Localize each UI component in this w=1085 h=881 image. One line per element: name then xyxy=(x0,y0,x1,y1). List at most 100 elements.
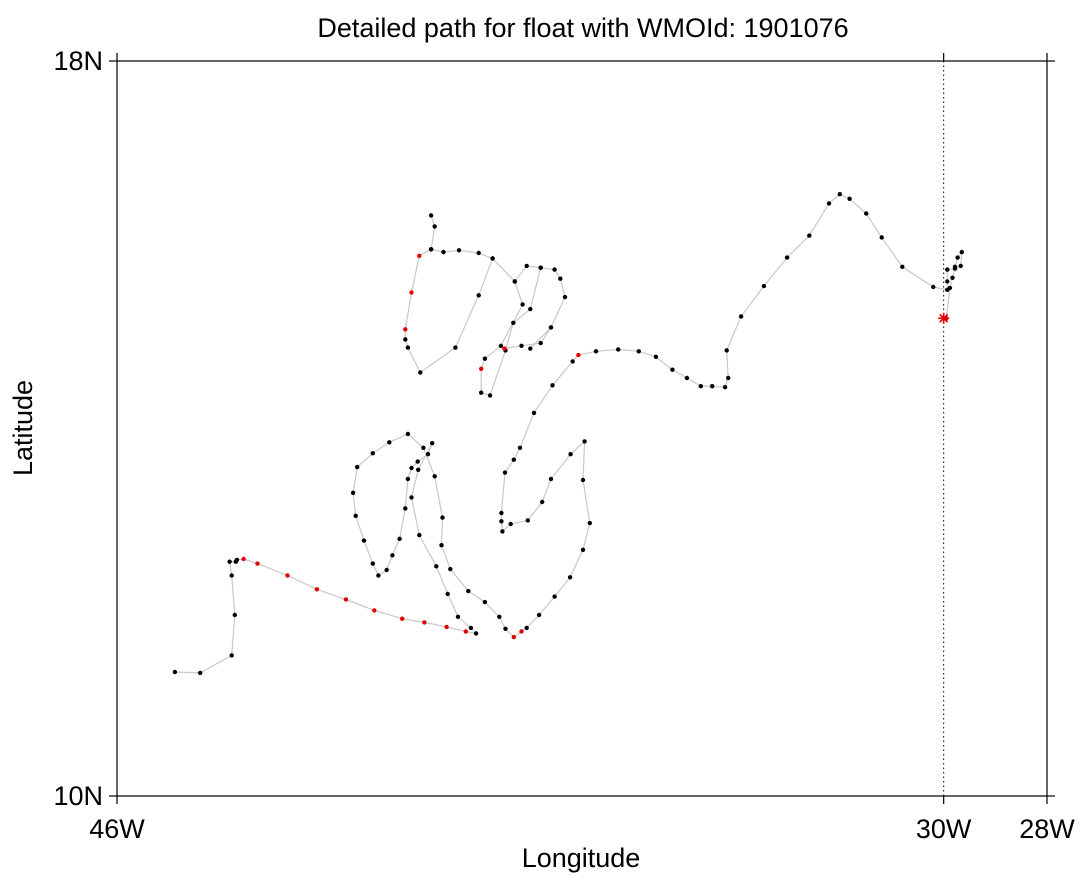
profile-point xyxy=(540,499,545,505)
profile-point xyxy=(524,263,529,269)
profile-point xyxy=(476,250,481,256)
profile-point xyxy=(390,553,395,558)
profile-point xyxy=(502,470,508,475)
profile-point xyxy=(409,465,414,471)
profile-point xyxy=(432,474,437,479)
profile-point xyxy=(698,384,703,389)
track-line-1 xyxy=(404,248,566,374)
profile-point xyxy=(548,476,554,482)
track-line-0 xyxy=(174,193,963,674)
profile-point xyxy=(552,594,557,599)
profile-point xyxy=(950,275,955,280)
x-tick-label: 46W xyxy=(89,814,145,844)
profile-point xyxy=(552,267,557,272)
profile-point xyxy=(403,337,408,342)
profile-point xyxy=(580,477,586,483)
profile-point xyxy=(517,445,523,450)
profile-point xyxy=(490,256,495,261)
y-tick-label: 18N xyxy=(53,46,103,76)
profile-point xyxy=(229,573,234,578)
profile-point xyxy=(479,390,484,395)
profile-point xyxy=(448,566,453,572)
profile-point xyxy=(879,235,884,240)
profile-point xyxy=(807,233,812,238)
profile-point xyxy=(425,452,431,457)
profile-point xyxy=(503,626,508,631)
profile-point xyxy=(409,495,414,500)
start-marker-stroke-3 xyxy=(939,313,949,323)
profile-point xyxy=(593,349,599,354)
profile-point xyxy=(538,340,543,346)
profile-point-highlight xyxy=(285,573,290,578)
profile-point xyxy=(233,559,238,564)
profile-point xyxy=(405,431,411,437)
profile-point xyxy=(482,356,488,361)
profile-point-highlight xyxy=(576,352,581,358)
profile-point xyxy=(670,367,675,372)
profile-point-highlight xyxy=(422,620,427,625)
profile-point xyxy=(582,439,587,444)
profile-point xyxy=(232,612,237,618)
profile-point xyxy=(418,370,423,375)
profile-point xyxy=(684,375,690,381)
profile-point xyxy=(350,490,356,495)
profile-point xyxy=(528,306,533,312)
profile-point xyxy=(498,343,504,348)
profile-point xyxy=(710,384,715,389)
profile-point xyxy=(955,255,960,260)
profile-point xyxy=(567,575,573,580)
profile-point xyxy=(405,476,411,482)
profile-point xyxy=(636,349,641,354)
profile-point xyxy=(500,529,505,534)
profile-point xyxy=(428,247,434,252)
profile-point xyxy=(432,224,437,229)
track-line-3 xyxy=(504,327,552,350)
profile-point xyxy=(738,314,744,319)
profile-point xyxy=(440,515,445,520)
profile-point xyxy=(415,459,420,464)
profile-point xyxy=(952,266,958,271)
track-line-4 xyxy=(430,215,436,250)
profile-point xyxy=(570,359,575,364)
profile-point xyxy=(519,343,524,348)
profile-point-highlight xyxy=(417,253,422,258)
track-paths xyxy=(174,193,963,674)
profile-point xyxy=(227,559,232,564)
profile-point xyxy=(370,451,375,456)
profile-point xyxy=(847,196,852,201)
profile-point xyxy=(958,263,963,269)
profile-point xyxy=(562,294,568,300)
profile-point xyxy=(548,325,554,330)
profile-point xyxy=(441,249,446,255)
x-tick-label: 28W xyxy=(1019,814,1075,844)
profile-point xyxy=(439,543,444,548)
profile-point xyxy=(417,532,422,538)
profile-point xyxy=(508,521,513,527)
profile-point xyxy=(945,279,950,284)
x-axis-label: Longitude xyxy=(522,843,641,873)
profile-point xyxy=(580,547,586,552)
y-axis-label: Latitude xyxy=(8,380,38,476)
profile-point xyxy=(512,279,517,284)
profile-point xyxy=(550,383,555,388)
profile-point xyxy=(476,293,481,298)
profile-point-highlight xyxy=(502,346,507,351)
profile-point xyxy=(361,538,367,543)
profile-point xyxy=(497,614,502,619)
profile-point xyxy=(403,506,408,511)
profile-point xyxy=(587,520,592,526)
profile-point xyxy=(864,211,869,216)
profile-point xyxy=(536,612,542,618)
profile-point xyxy=(416,467,421,472)
profile-point xyxy=(538,265,543,270)
profile-point xyxy=(499,519,504,524)
profile-point xyxy=(487,393,493,398)
profile-point-highlight xyxy=(343,597,349,602)
profile-point xyxy=(761,283,767,289)
profile-point xyxy=(525,518,530,523)
profile-point xyxy=(453,345,458,350)
profile-point xyxy=(387,440,392,445)
profile-point-highlight xyxy=(314,587,320,592)
profile-point xyxy=(568,452,573,457)
